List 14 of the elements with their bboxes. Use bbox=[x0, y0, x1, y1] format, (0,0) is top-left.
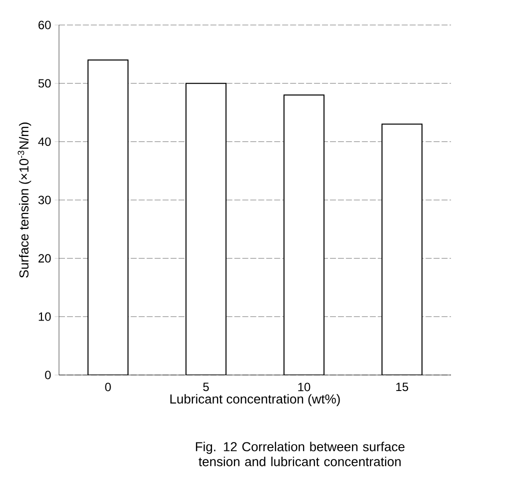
y-axis-title: Surface tension (×10$^{-3}$N/m) bbox=[18, 122, 32, 278]
x-axis-title: Lubricant concentration (wt%) bbox=[170, 394, 340, 406]
y-tick-label: 60 bbox=[38, 20, 51, 30]
y-tick-label: 0 bbox=[45, 370, 51, 380]
x-tick-label: 15 bbox=[396, 382, 408, 392]
y-tick-label: 50 bbox=[38, 79, 51, 88]
y-tick-label: 10 bbox=[38, 312, 51, 321]
x-tick-label: 10 bbox=[298, 382, 310, 392]
caption: Fig. 12 Correlation between surface tension and lubricant concentration bbox=[196, 442, 404, 466]
x-tick-label: 0 bbox=[105, 382, 111, 392]
x-tick-label: 5 bbox=[203, 382, 209, 392]
y-tick-label: 40 bbox=[38, 137, 51, 146]
y-tick-label: 30 bbox=[38, 196, 51, 204]
y-tick-label: 20 bbox=[38, 254, 51, 263]
